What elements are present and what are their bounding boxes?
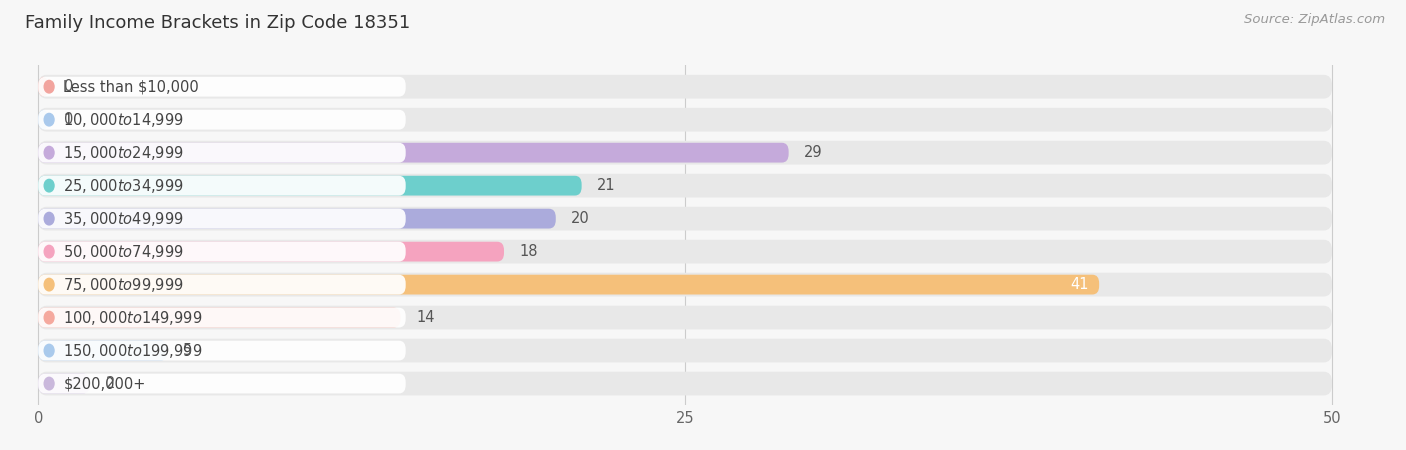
FancyBboxPatch shape — [38, 143, 789, 162]
Text: 29: 29 — [804, 145, 823, 160]
FancyBboxPatch shape — [38, 174, 1331, 198]
FancyBboxPatch shape — [38, 341, 406, 360]
FancyBboxPatch shape — [38, 341, 167, 360]
FancyBboxPatch shape — [38, 374, 90, 393]
Circle shape — [44, 81, 53, 93]
Text: Family Income Brackets in Zip Code 18351: Family Income Brackets in Zip Code 18351 — [25, 14, 411, 32]
FancyBboxPatch shape — [38, 108, 1331, 131]
Text: 20: 20 — [571, 211, 591, 226]
Text: 41: 41 — [1070, 277, 1088, 292]
FancyBboxPatch shape — [38, 308, 401, 328]
Text: $50,000 to $74,999: $50,000 to $74,999 — [63, 243, 184, 261]
Text: 5: 5 — [183, 343, 193, 358]
FancyBboxPatch shape — [38, 308, 406, 328]
FancyBboxPatch shape — [38, 141, 1331, 165]
FancyBboxPatch shape — [38, 274, 406, 294]
FancyBboxPatch shape — [38, 306, 1331, 329]
FancyBboxPatch shape — [38, 209, 406, 229]
FancyBboxPatch shape — [38, 209, 555, 229]
FancyBboxPatch shape — [38, 110, 49, 130]
FancyBboxPatch shape — [38, 207, 1331, 230]
Text: $150,000 to $199,999: $150,000 to $199,999 — [63, 342, 202, 360]
FancyBboxPatch shape — [38, 339, 1331, 362]
FancyBboxPatch shape — [38, 143, 406, 162]
FancyBboxPatch shape — [38, 274, 1099, 294]
FancyBboxPatch shape — [38, 242, 503, 261]
Text: $200,000+: $200,000+ — [63, 376, 146, 391]
FancyBboxPatch shape — [38, 176, 582, 196]
FancyBboxPatch shape — [38, 77, 49, 97]
Text: $75,000 to $99,999: $75,000 to $99,999 — [63, 275, 184, 293]
FancyBboxPatch shape — [38, 77, 406, 97]
Text: 14: 14 — [416, 310, 434, 325]
Text: 0: 0 — [65, 112, 73, 127]
FancyBboxPatch shape — [38, 75, 1331, 99]
Circle shape — [44, 212, 53, 225]
Circle shape — [44, 377, 53, 390]
FancyBboxPatch shape — [38, 110, 406, 130]
FancyBboxPatch shape — [38, 372, 1331, 396]
Circle shape — [44, 279, 53, 291]
FancyBboxPatch shape — [38, 240, 1331, 264]
Text: $15,000 to $24,999: $15,000 to $24,999 — [63, 144, 184, 162]
Text: 0: 0 — [65, 79, 73, 94]
Text: $25,000 to $34,999: $25,000 to $34,999 — [63, 177, 184, 195]
Text: $10,000 to $14,999: $10,000 to $14,999 — [63, 111, 184, 129]
Text: Source: ZipAtlas.com: Source: ZipAtlas.com — [1244, 14, 1385, 27]
Circle shape — [44, 245, 53, 258]
Text: 21: 21 — [598, 178, 616, 193]
Circle shape — [44, 344, 53, 357]
Text: $100,000 to $149,999: $100,000 to $149,999 — [63, 309, 202, 327]
Circle shape — [44, 146, 53, 159]
FancyBboxPatch shape — [38, 242, 406, 261]
Text: 2: 2 — [105, 376, 115, 391]
FancyBboxPatch shape — [38, 374, 406, 393]
Text: 18: 18 — [520, 244, 538, 259]
Text: Less than $10,000: Less than $10,000 — [63, 79, 200, 94]
Circle shape — [44, 311, 53, 324]
FancyBboxPatch shape — [38, 176, 406, 196]
Circle shape — [44, 113, 53, 126]
FancyBboxPatch shape — [38, 273, 1331, 297]
Circle shape — [44, 180, 53, 192]
Text: $35,000 to $49,999: $35,000 to $49,999 — [63, 210, 184, 228]
